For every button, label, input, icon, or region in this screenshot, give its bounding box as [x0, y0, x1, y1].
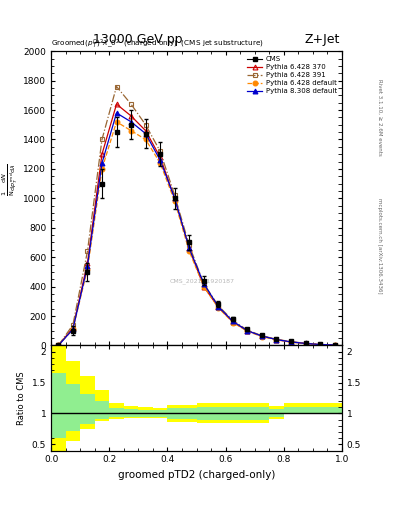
Pythia 6.428 370: [231, 319, 235, 325]
Pythia 6.428 default: [173, 198, 177, 204]
Pythia 8.308 default: [143, 131, 148, 137]
Pythia 8.308 default: [100, 160, 105, 166]
Text: Z+Jet: Z+Jet: [305, 33, 340, 46]
Pythia 6.428 391: [216, 303, 221, 309]
Pythia 8.308 default: [332, 342, 337, 348]
Pythia 8.308 default: [289, 339, 294, 345]
Pythia 6.428 default: [260, 333, 264, 339]
Pythia 8.308 default: [245, 328, 250, 334]
Pythia 6.428 370: [85, 260, 90, 266]
Text: 13000 GeV pp: 13000 GeV pp: [93, 33, 182, 46]
Pythia 6.428 default: [245, 328, 250, 334]
Text: Rivet 3.1.10, ≥ 2.6M events: Rivet 3.1.10, ≥ 2.6M events: [377, 79, 382, 156]
Text: mcplots.cern.ch [arXiv:1306.3436]: mcplots.cern.ch [arXiv:1306.3436]: [377, 198, 382, 293]
Legend: CMS, Pythia 6.428 370, Pythia 6.428 391, Pythia 6.428 default, Pythia 8.308 defa: CMS, Pythia 6.428 370, Pythia 6.428 391,…: [246, 55, 338, 96]
Pythia 6.428 370: [274, 336, 279, 343]
Pythia 6.428 default: [114, 119, 119, 125]
Pythia 6.428 370: [56, 343, 61, 349]
X-axis label: groomed pTD2 (charged-only): groomed pTD2 (charged-only): [118, 470, 275, 480]
Pythia 6.428 default: [231, 319, 235, 326]
Pythia 6.428 default: [56, 343, 61, 349]
Pythia 6.428 370: [216, 304, 221, 310]
Pythia 6.428 default: [289, 339, 294, 345]
Pythia 6.428 370: [71, 325, 75, 331]
Pythia 6.428 370: [114, 101, 119, 107]
Pythia 6.428 391: [289, 338, 294, 345]
Pythia 6.428 391: [114, 83, 119, 90]
Text: $\frac{1}{\mathrm{N}}\frac{\mathrm{d}N}{\mathrm{d}p_T^{\rm{rmd}}\mathrm{d}\lambd: $\frac{1}{\mathrm{N}}\frac{\mathrm{d}N}{…: [0, 163, 20, 196]
Pythia 6.428 391: [85, 248, 90, 254]
Pythia 6.428 391: [303, 340, 308, 346]
Pythia 6.428 default: [71, 326, 75, 332]
Pythia 6.428 391: [71, 322, 75, 328]
Pythia 6.428 370: [100, 151, 105, 157]
Pythia 8.308 default: [187, 245, 192, 251]
Pythia 6.428 default: [202, 284, 206, 290]
Pythia 6.428 391: [202, 281, 206, 287]
Pythia 8.308 default: [216, 304, 221, 310]
Pythia 6.428 391: [332, 342, 337, 348]
Pythia 6.428 391: [129, 101, 134, 107]
Pythia 8.308 default: [85, 263, 90, 269]
Pythia 6.428 370: [303, 340, 308, 347]
Pythia 6.428 default: [274, 337, 279, 343]
Pythia 6.428 default: [143, 136, 148, 142]
Pythia 6.428 370: [318, 342, 323, 348]
Pythia 6.428 default: [216, 305, 221, 311]
Pythia 6.428 default: [318, 342, 323, 348]
Line: Pythia 6.428 391: Pythia 6.428 391: [56, 84, 337, 348]
Line: Pythia 6.428 default: Pythia 6.428 default: [56, 119, 337, 348]
Pythia 6.428 391: [231, 317, 235, 324]
Pythia 8.308 default: [318, 342, 323, 348]
Pythia 6.428 default: [158, 160, 163, 166]
Pythia 8.308 default: [114, 110, 119, 116]
Pythia 6.428 370: [143, 127, 148, 134]
Pythia 8.308 default: [56, 343, 61, 349]
Pythia 6.428 default: [85, 266, 90, 272]
Pythia 6.428 370: [289, 339, 294, 345]
Pythia 6.428 391: [318, 342, 323, 348]
Pythia 8.308 default: [173, 195, 177, 201]
Pythia 6.428 391: [143, 122, 148, 128]
Pythia 8.308 default: [71, 326, 75, 332]
Pythia 8.308 default: [202, 281, 206, 287]
Pythia 6.428 370: [332, 342, 337, 348]
Pythia 6.428 default: [129, 127, 134, 134]
Y-axis label: Ratio to CMS: Ratio to CMS: [17, 371, 26, 425]
Pythia 6.428 391: [260, 333, 264, 339]
Pythia 6.428 391: [187, 242, 192, 248]
Pythia 6.428 370: [173, 195, 177, 201]
Pythia 6.428 391: [245, 327, 250, 333]
Pythia 6.428 391: [274, 336, 279, 343]
Line: Pythia 6.428 370: Pythia 6.428 370: [56, 102, 337, 348]
Pythia 6.428 370: [187, 245, 192, 251]
Pythia 6.428 default: [303, 340, 308, 347]
Pythia 6.428 391: [56, 343, 61, 349]
Pythia 8.308 default: [158, 157, 163, 163]
Line: Pythia 8.308 default: Pythia 8.308 default: [56, 111, 337, 348]
Pythia 6.428 370: [129, 113, 134, 119]
Pythia 6.428 370: [158, 154, 163, 160]
Pythia 6.428 370: [245, 328, 250, 334]
Pythia 6.428 default: [100, 166, 105, 172]
Text: CMS_2021_I1920187: CMS_2021_I1920187: [170, 278, 235, 284]
Pythia 6.428 default: [332, 342, 337, 348]
Pythia 8.308 default: [260, 333, 264, 339]
Pythia 8.308 default: [231, 318, 235, 325]
Pythia 8.308 default: [303, 340, 308, 347]
Pythia 6.428 391: [158, 148, 163, 154]
Pythia 6.428 370: [260, 333, 264, 339]
Pythia 8.308 default: [129, 119, 134, 125]
Pythia 6.428 default: [187, 248, 192, 254]
Pythia 6.428 391: [173, 193, 177, 199]
Pythia 8.308 default: [274, 336, 279, 343]
Pythia 6.428 370: [202, 284, 206, 290]
Text: Groomed$(p_T^D)^2\lambda\_0^2$  (charged only)  (CMS jet substructure): Groomed$(p_T^D)^2\lambda\_0^2$ (charged …: [51, 38, 264, 51]
Pythia 6.428 391: [100, 136, 105, 142]
